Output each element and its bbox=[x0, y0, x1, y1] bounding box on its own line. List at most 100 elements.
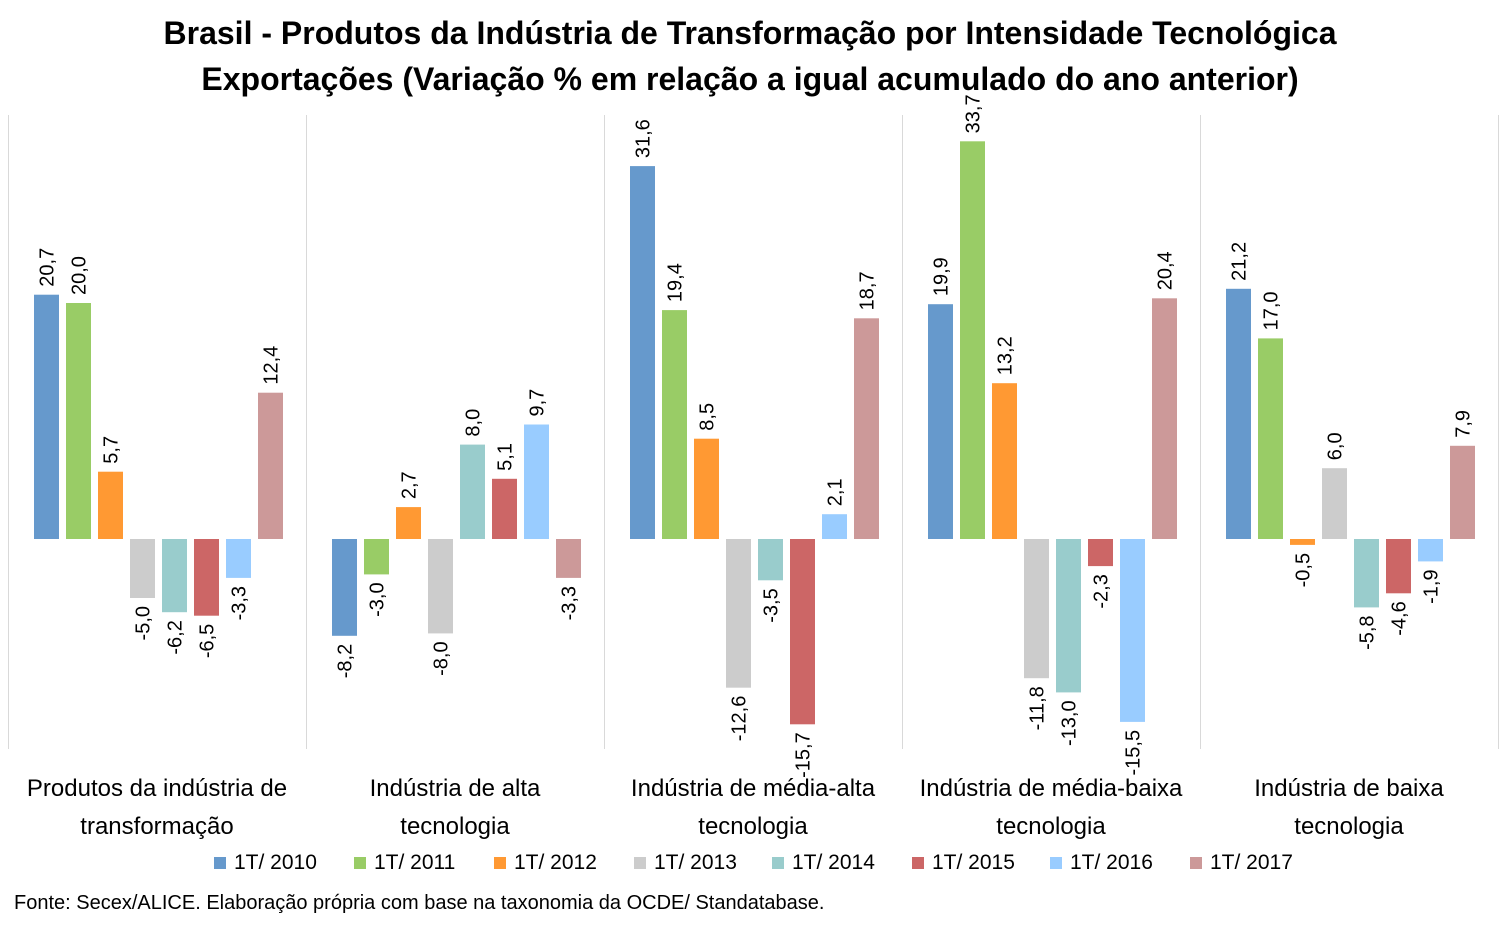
data-label: 2,7 bbox=[399, 471, 421, 499]
data-label: -3,3 bbox=[229, 586, 251, 620]
legend-item: 1T/ 2015 bbox=[912, 851, 1015, 875]
data-label: 7,9 bbox=[1453, 410, 1475, 438]
bar bbox=[130, 539, 155, 598]
legend-swatch bbox=[772, 857, 784, 869]
bar bbox=[1258, 338, 1283, 539]
legend-swatch bbox=[634, 857, 646, 869]
legend-item: 1T/ 2012 bbox=[494, 851, 597, 875]
bar bbox=[1056, 539, 1081, 693]
bar bbox=[460, 444, 485, 539]
bar bbox=[226, 539, 251, 578]
legend-item: 1T/ 2014 bbox=[772, 851, 875, 875]
bar bbox=[1120, 539, 1145, 722]
bar bbox=[364, 539, 389, 575]
data-label: 21,2 bbox=[1229, 242, 1251, 281]
bar bbox=[822, 514, 847, 539]
bar bbox=[992, 383, 1017, 539]
bar bbox=[694, 438, 719, 539]
data-label: -11,8 bbox=[1027, 686, 1049, 730]
legend-swatch bbox=[1050, 857, 1062, 869]
category-label: Indústria de média-alta tecnologia bbox=[630, 775, 876, 840]
bar bbox=[258, 392, 283, 539]
data-label: 17,0 bbox=[1261, 291, 1283, 330]
chart-subtitle: Exportações (Variação % em relação a igu… bbox=[201, 61, 1299, 97]
data-label: 12,4 bbox=[261, 346, 283, 385]
data-label: -0,5 bbox=[1293, 553, 1315, 587]
legend-label: 1T/ 2014 bbox=[792, 851, 875, 874]
legend-label: 1T/ 2017 bbox=[1210, 851, 1293, 874]
data-label: 18,7 bbox=[857, 271, 879, 310]
data-label: -13,0 bbox=[1059, 700, 1081, 746]
data-label: 33,7 bbox=[963, 94, 985, 133]
data-label: 8,5 bbox=[697, 403, 719, 431]
bar bbox=[1386, 539, 1411, 594]
bar bbox=[34, 294, 59, 539]
data-label: 2,1 bbox=[825, 478, 847, 506]
data-label: -15,5 bbox=[1123, 730, 1145, 776]
data-label: -2,3 bbox=[1091, 574, 1113, 608]
legend-item: 1T/ 2016 bbox=[1050, 851, 1153, 875]
data-label: -3,5 bbox=[761, 588, 783, 622]
data-label: -8,2 bbox=[335, 644, 357, 678]
data-label: -1,9 bbox=[1421, 569, 1443, 603]
data-label: -6,5 bbox=[197, 624, 219, 658]
bar bbox=[428, 539, 453, 634]
legend-swatch bbox=[912, 857, 924, 869]
data-label: -3,3 bbox=[559, 586, 581, 620]
source-note: Fonte: Secex/ALICE. Elaboração própria c… bbox=[14, 892, 825, 914]
bar bbox=[1450, 445, 1475, 539]
data-label: 31,6 bbox=[633, 119, 655, 158]
bar bbox=[194, 539, 219, 616]
bar bbox=[662, 310, 687, 539]
data-label: -4,6 bbox=[1389, 601, 1411, 635]
bar bbox=[98, 471, 123, 539]
data-label: 20,4 bbox=[1155, 251, 1177, 290]
legend-swatch bbox=[214, 857, 226, 869]
bar bbox=[396, 507, 421, 539]
legend-swatch bbox=[494, 857, 506, 869]
category-label: Indústria de média-baixa tecnologia bbox=[919, 775, 1183, 840]
legend: 1T/ 2010 1T/ 2011 1T/ 2012 1T/ 2013 1T/ 2014… bbox=[0, 851, 1500, 883]
category-label: Indústria de baixa tecnologia bbox=[1254, 775, 1444, 840]
data-label: 6,0 bbox=[1325, 432, 1347, 460]
bar bbox=[726, 539, 751, 688]
legend-item: 1T/ 2010 bbox=[214, 851, 317, 875]
category-label: Produtos da indústria de transformação bbox=[26, 775, 288, 840]
data-label: -3,0 bbox=[367, 582, 389, 616]
data-label: -15,7 bbox=[793, 732, 815, 778]
legend-item: 1T/ 2017 bbox=[1190, 851, 1293, 875]
data-label: 8,0 bbox=[463, 409, 485, 437]
data-label: 19,9 bbox=[931, 257, 953, 296]
legend-label: 1T/ 2013 bbox=[654, 851, 737, 874]
bar bbox=[928, 304, 953, 539]
bar bbox=[1024, 539, 1049, 679]
legend-label: 1T/ 2015 bbox=[932, 851, 1015, 874]
bar bbox=[630, 166, 655, 539]
data-label: 13,2 bbox=[995, 336, 1017, 375]
bar bbox=[1088, 539, 1113, 567]
data-label: 5,7 bbox=[101, 436, 123, 464]
bar bbox=[1152, 298, 1177, 539]
data-label: -5,0 bbox=[133, 606, 155, 640]
bar bbox=[1226, 288, 1251, 539]
bar bbox=[492, 478, 517, 539]
legend-item: 1T/ 2011 bbox=[354, 851, 455, 875]
bar bbox=[758, 539, 783, 581]
bar bbox=[1290, 539, 1315, 545]
bar bbox=[1418, 539, 1443, 562]
bar bbox=[556, 539, 581, 578]
legend-label: 1T/ 2011 bbox=[374, 851, 456, 874]
legend-swatch bbox=[1190, 857, 1202, 869]
bar bbox=[854, 318, 879, 539]
legend-label: 1T/ 2012 bbox=[514, 851, 597, 874]
bar bbox=[524, 424, 549, 539]
bar bbox=[66, 303, 91, 539]
category-label: Indústria de alta tecnologia bbox=[369, 775, 541, 840]
data-label: 5,1 bbox=[495, 443, 517, 471]
data-label: -8,0 bbox=[431, 641, 453, 675]
legend-label: 1T/ 2016 bbox=[1070, 851, 1153, 874]
bar bbox=[1354, 539, 1379, 608]
legend-item: 1T/ 2013 bbox=[634, 851, 737, 875]
bar bbox=[790, 539, 815, 725]
